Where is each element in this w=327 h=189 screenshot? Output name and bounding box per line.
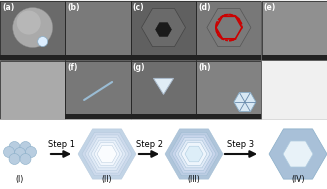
Bar	[131, 61, 196, 119]
Text: (II): (II)	[102, 175, 112, 184]
Polygon shape	[269, 129, 327, 179]
Bar	[0, 55, 65, 60]
Bar	[131, 61, 196, 119]
Text: (a): (a)	[2, 3, 14, 12]
Polygon shape	[94, 143, 120, 165]
Polygon shape	[234, 92, 256, 112]
Text: (d): (d)	[198, 3, 211, 12]
Polygon shape	[175, 138, 213, 170]
Polygon shape	[172, 135, 216, 173]
Polygon shape	[169, 132, 219, 176]
Text: Step 2: Step 2	[135, 140, 163, 149]
Text: (f): (f)	[67, 63, 78, 72]
Bar	[65, 61, 130, 119]
Polygon shape	[88, 138, 126, 170]
Circle shape	[9, 153, 20, 164]
Bar	[262, 55, 327, 60]
Circle shape	[9, 142, 20, 153]
Text: Step 1: Step 1	[47, 140, 75, 149]
Bar	[196, 61, 261, 119]
Bar	[0, 61, 65, 119]
Bar	[131, 55, 196, 60]
Bar	[196, 1, 261, 60]
Bar	[0, 1, 65, 60]
Bar	[65, 61, 130, 119]
Bar	[196, 55, 261, 60]
Circle shape	[13, 8, 53, 48]
Polygon shape	[165, 129, 223, 179]
Polygon shape	[207, 9, 251, 47]
Text: (III): (III)	[188, 175, 200, 184]
Polygon shape	[142, 9, 185, 47]
Bar	[196, 61, 261, 119]
Polygon shape	[178, 140, 210, 168]
Bar	[131, 1, 196, 60]
Bar	[0, 1, 65, 60]
Polygon shape	[185, 146, 203, 162]
Bar	[262, 1, 327, 60]
Text: (b): (b)	[67, 3, 80, 12]
Polygon shape	[156, 23, 171, 36]
Bar	[0, 119, 327, 189]
Bar	[65, 55, 130, 60]
Bar	[131, 114, 196, 119]
Polygon shape	[181, 143, 207, 165]
Text: (c): (c)	[133, 3, 145, 12]
Bar	[0, 61, 65, 119]
Circle shape	[20, 142, 31, 153]
Polygon shape	[283, 141, 313, 167]
Text: (g): (g)	[133, 63, 145, 72]
Circle shape	[4, 146, 14, 157]
Polygon shape	[153, 78, 174, 94]
Text: (h): (h)	[198, 63, 211, 72]
Circle shape	[38, 36, 48, 46]
Bar	[65, 1, 130, 60]
Bar	[65, 1, 130, 60]
Bar	[196, 1, 261, 60]
Polygon shape	[85, 135, 129, 173]
Polygon shape	[78, 129, 136, 179]
Bar	[196, 114, 261, 119]
Circle shape	[26, 146, 37, 157]
Polygon shape	[82, 132, 132, 176]
Polygon shape	[91, 140, 123, 168]
Text: (IV): (IV)	[291, 175, 305, 184]
Circle shape	[20, 153, 31, 164]
Circle shape	[14, 147, 26, 159]
Bar	[131, 1, 196, 60]
Text: Step 3: Step 3	[228, 140, 254, 149]
Text: (e): (e)	[264, 3, 276, 12]
Text: (I): (I)	[16, 175, 24, 184]
Circle shape	[17, 11, 41, 35]
Polygon shape	[97, 145, 117, 163]
Bar	[65, 114, 130, 119]
Bar	[262, 1, 327, 60]
